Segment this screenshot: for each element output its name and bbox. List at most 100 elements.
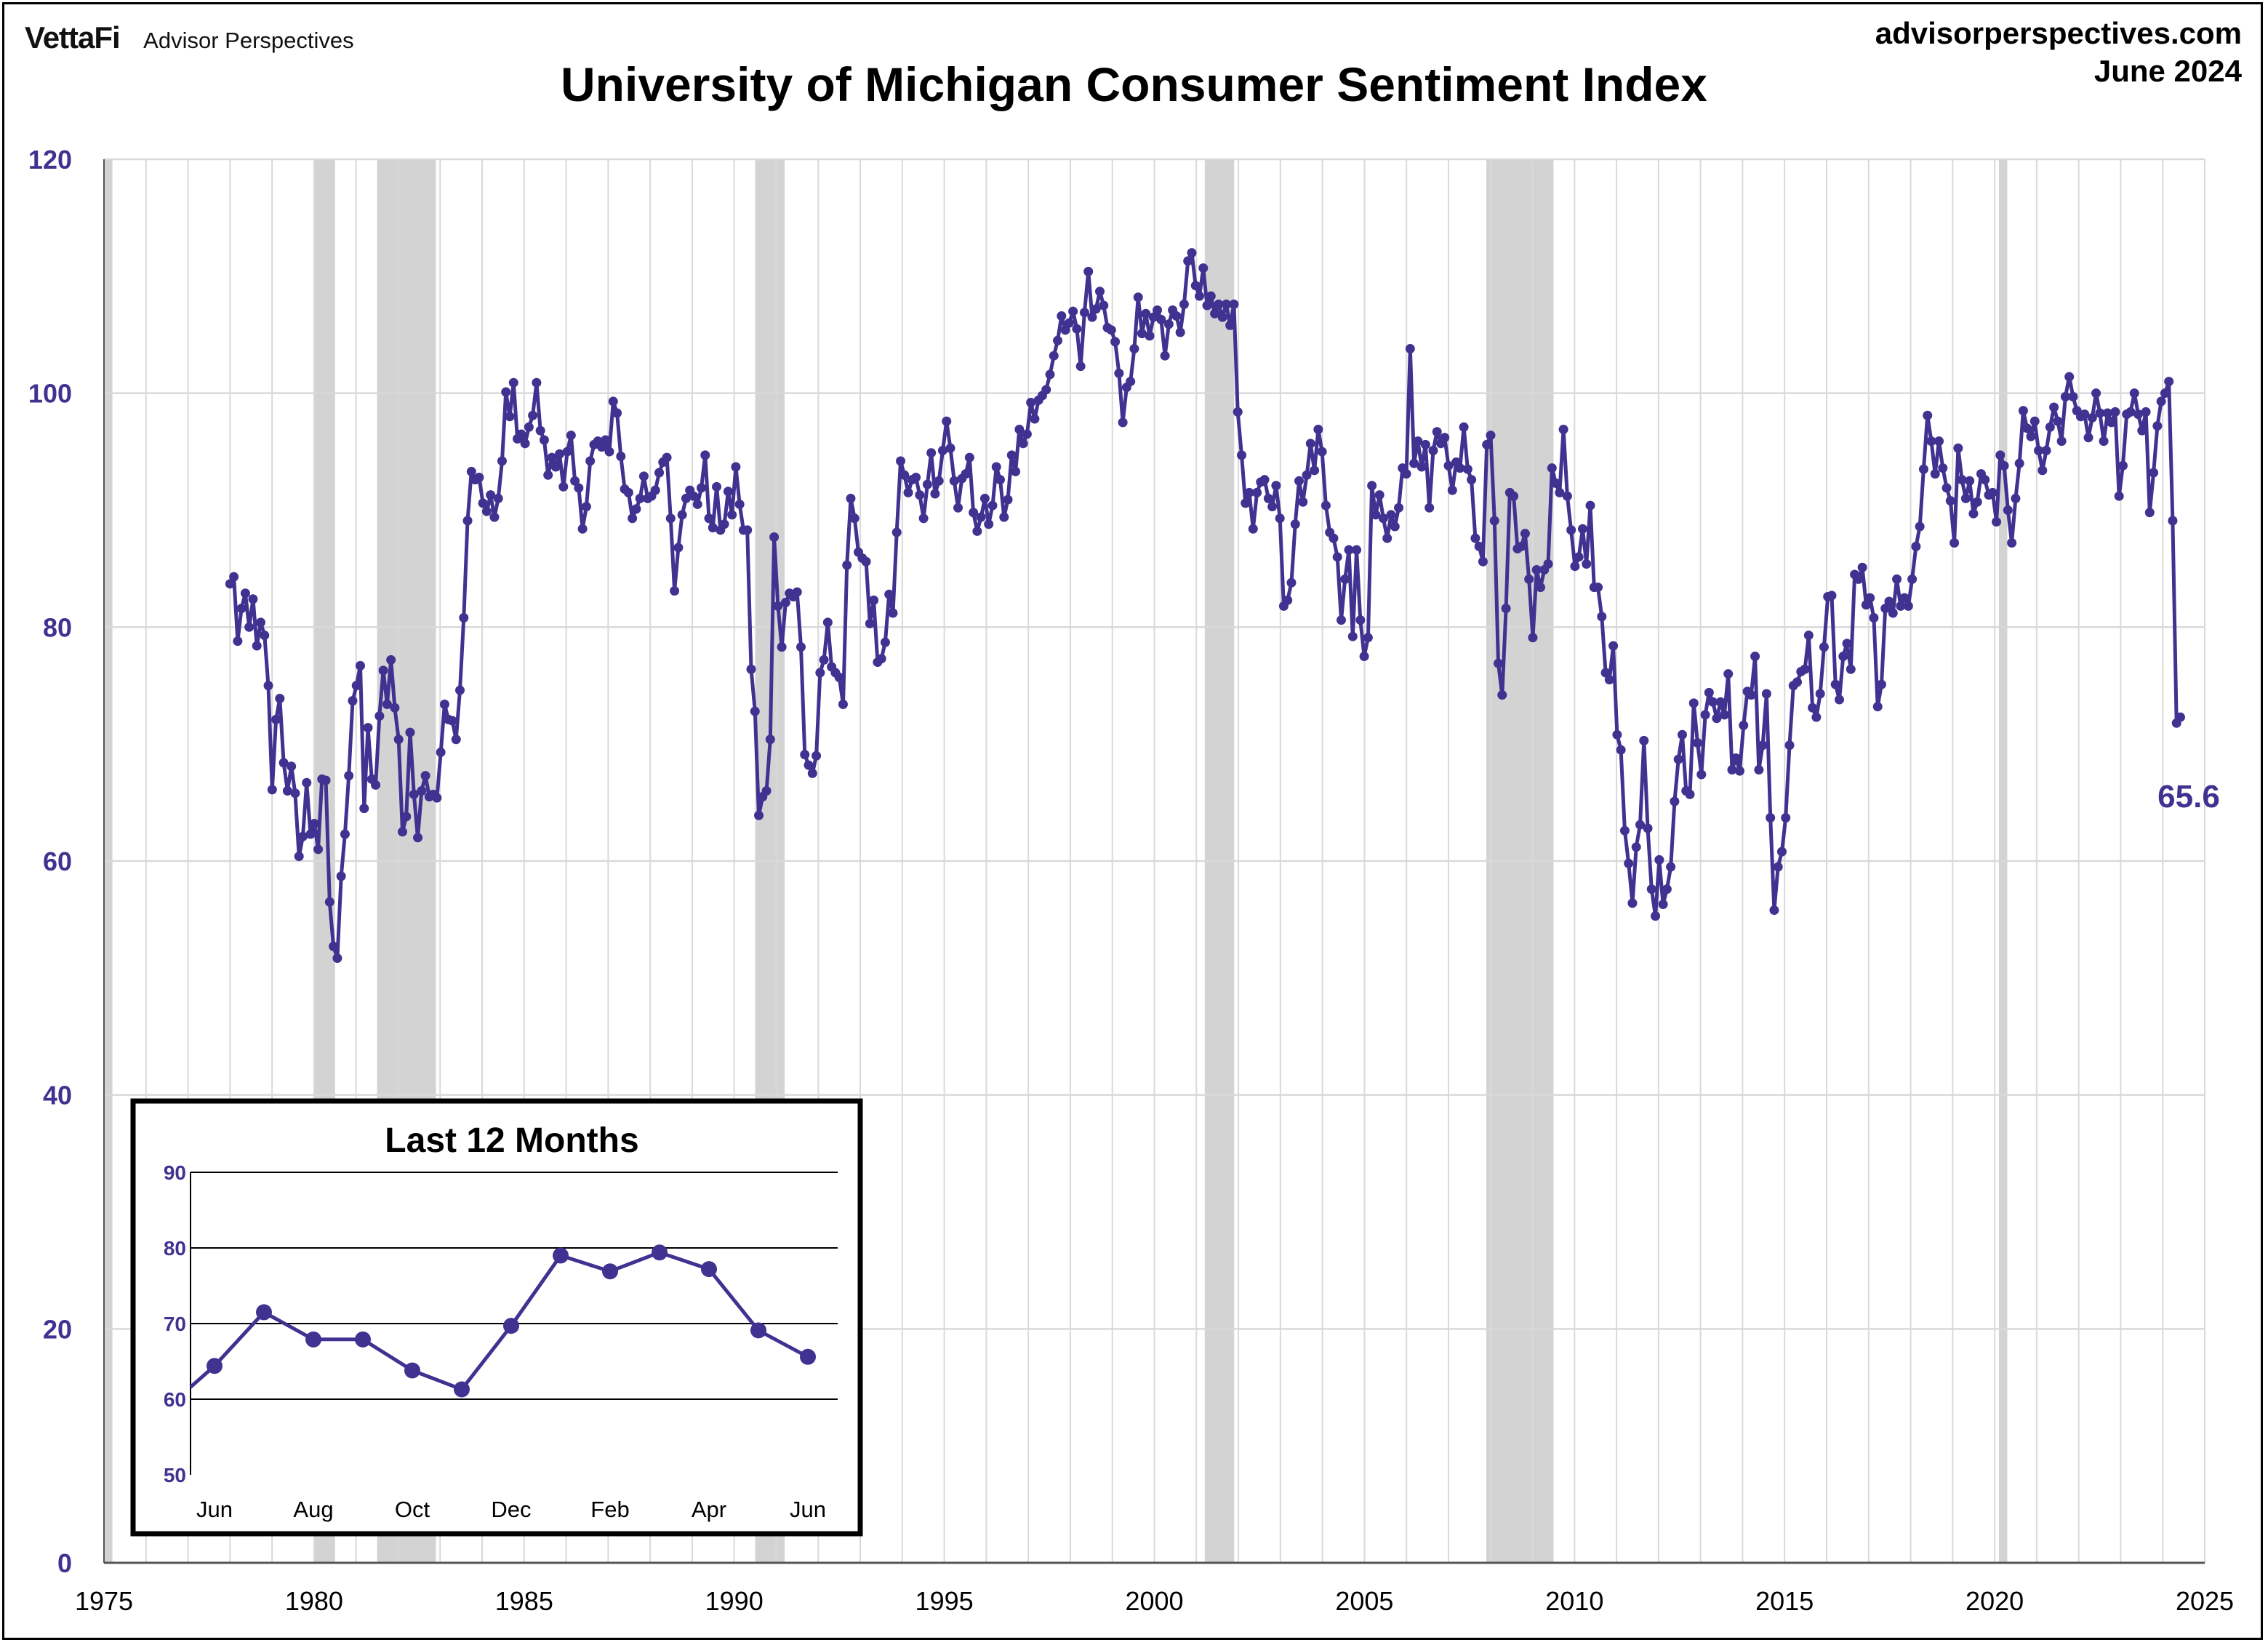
data-point [351, 681, 361, 691]
data-point [869, 595, 879, 605]
data-point [1099, 300, 1109, 311]
data-point [2060, 391, 2070, 401]
data-point [1494, 658, 1504, 668]
data-point [1945, 496, 1955, 506]
data-point [248, 594, 258, 604]
data-point [1577, 524, 1587, 534]
data-point [409, 789, 419, 799]
data-point [1310, 465, 1320, 476]
data-point [1608, 641, 1619, 651]
data-point [1075, 361, 1086, 372]
data-point [895, 456, 905, 466]
data-point [1359, 652, 1369, 662]
data-point [459, 612, 469, 623]
data-point [1926, 436, 1936, 447]
data-point [1060, 325, 1070, 335]
data-point [819, 655, 829, 665]
data-point [2083, 433, 2093, 443]
data-point [1087, 312, 1097, 322]
data-point [1666, 862, 1676, 872]
data-point [1068, 306, 1078, 316]
data-point [1225, 320, 1235, 330]
data-point [356, 660, 366, 671]
data-point [1574, 552, 1584, 562]
data-point [543, 470, 553, 480]
data-point [1202, 300, 1212, 311]
data-point [1677, 729, 1687, 740]
inset-y-tick-label: 80 [164, 1237, 186, 1260]
data-point [1827, 591, 1837, 601]
data-point [1700, 710, 1710, 720]
data-point [1252, 487, 1262, 497]
data-point [229, 572, 239, 582]
data-point [1555, 487, 1565, 497]
y-tick-label: 0 [57, 1548, 72, 1578]
report-date: June 2024 [2093, 54, 2242, 88]
data-point [1558, 425, 1568, 435]
data-point [1443, 460, 1454, 471]
data-point [558, 481, 569, 492]
data-point [1582, 559, 1592, 569]
data-point [1049, 351, 1059, 361]
data-point [1693, 738, 1703, 748]
data-point [2037, 465, 2048, 476]
data-point [1190, 281, 1201, 291]
data-point [807, 768, 817, 778]
data-point [1175, 327, 1185, 337]
data-point [1137, 329, 1147, 339]
data-point [1950, 538, 1960, 548]
data-point [1263, 493, 1273, 503]
data-point [677, 510, 687, 520]
data-point [1467, 475, 1477, 485]
data-point [815, 668, 825, 678]
data-point [1340, 574, 1350, 584]
data-point [2137, 425, 2147, 436]
data-point [1562, 491, 1572, 501]
data-point [2087, 412, 2097, 423]
data-point [585, 456, 596, 466]
data-point [949, 476, 959, 486]
data-point [382, 699, 392, 709]
data-point [1688, 698, 1699, 708]
data-point [1083, 266, 1094, 276]
data-point [1352, 545, 1362, 555]
inset-data-point [305, 1331, 321, 1348]
data-point [616, 452, 626, 462]
data-point [1876, 679, 1886, 689]
data-point [849, 513, 859, 524]
data-point [1715, 697, 1726, 707]
data-point [1735, 766, 1745, 776]
data-point [390, 703, 400, 713]
data-point [236, 604, 247, 614]
data-point [255, 617, 265, 628]
inset-line [189, 1250, 809, 1391]
data-point [1896, 601, 1906, 611]
y-tick-label: 60 [43, 846, 72, 876]
data-point [2133, 409, 2144, 420]
data-point [439, 699, 449, 709]
data-point [252, 641, 262, 651]
data-point [2102, 408, 2112, 418]
data-point [742, 525, 753, 535]
data-point [1271, 481, 1281, 491]
data-point [1114, 368, 1124, 378]
data-point [1846, 664, 1856, 674]
data-point [2018, 406, 2028, 416]
data-point [1302, 470, 1312, 480]
data-point [1283, 595, 1293, 605]
data-point [474, 472, 484, 482]
data-point [279, 758, 289, 768]
data-point [1995, 450, 2005, 460]
data-point [1627, 898, 1638, 908]
data-point [765, 735, 775, 745]
data-point [2114, 491, 2124, 501]
data-point [1329, 533, 1339, 543]
data-point [2041, 445, 2051, 455]
vettafi-logo: VettaFi [25, 20, 121, 55]
data-point [1214, 299, 1224, 309]
data-point [2029, 416, 2040, 426]
data-point [2152, 421, 2163, 431]
data-point [233, 636, 243, 647]
data-point [1719, 710, 1729, 720]
